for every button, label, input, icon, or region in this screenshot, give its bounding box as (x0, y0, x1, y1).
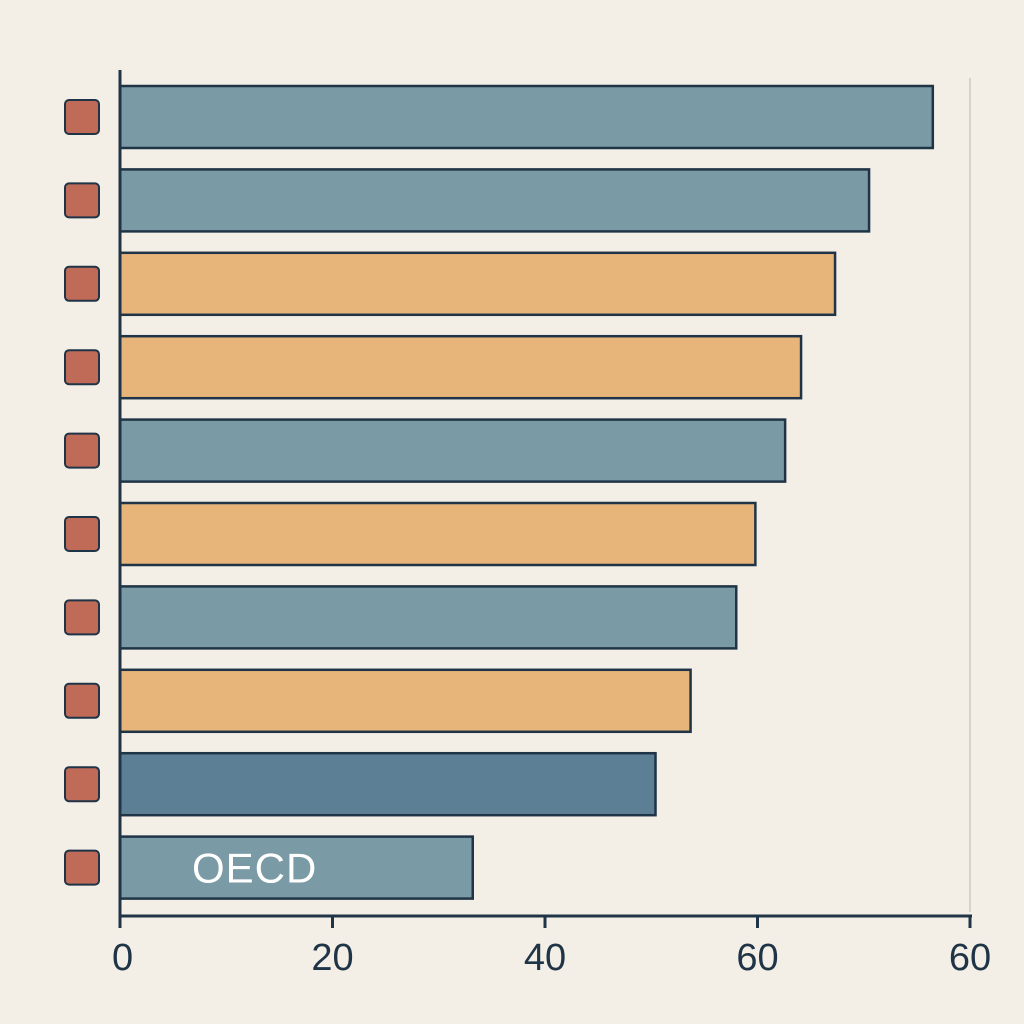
bar-4 (118, 334, 803, 400)
markers-layer (64, 99, 100, 886)
category-marker-8 (64, 682, 100, 719)
bar-2 (118, 168, 871, 233)
bar-label-10: OECD (192, 845, 317, 892)
x-tick-label-5: 60 (949, 937, 991, 979)
x-tick-label-4: 60 (736, 937, 778, 979)
bar-10 (118, 835, 474, 900)
bars-layer: OECD (118, 84, 935, 900)
category-marker-3 (64, 265, 100, 302)
category-marker-2 (64, 182, 100, 219)
bar-6 (118, 501, 757, 567)
bar-3 (118, 251, 837, 317)
category-marker-1 (64, 99, 100, 135)
category-marker-6 (64, 516, 100, 552)
bar-7 (118, 585, 738, 650)
bar-9 (118, 751, 657, 817)
bar-1 (118, 84, 935, 150)
x-tick-label-3: 40 (524, 937, 566, 979)
category-marker-4 (64, 349, 100, 386)
category-marker-10 (64, 849, 100, 886)
ticks-layer: 0 20 40 60 60 (112, 916, 991, 979)
bar-5 (118, 418, 787, 483)
x-tick-label-2: 20 (311, 937, 353, 979)
category-marker-7 (64, 599, 100, 636)
bar-8 (118, 668, 692, 734)
category-marker-9 (64, 766, 100, 803)
x-tick-label-1: 0 (112, 937, 133, 979)
category-marker-5 (64, 432, 100, 469)
